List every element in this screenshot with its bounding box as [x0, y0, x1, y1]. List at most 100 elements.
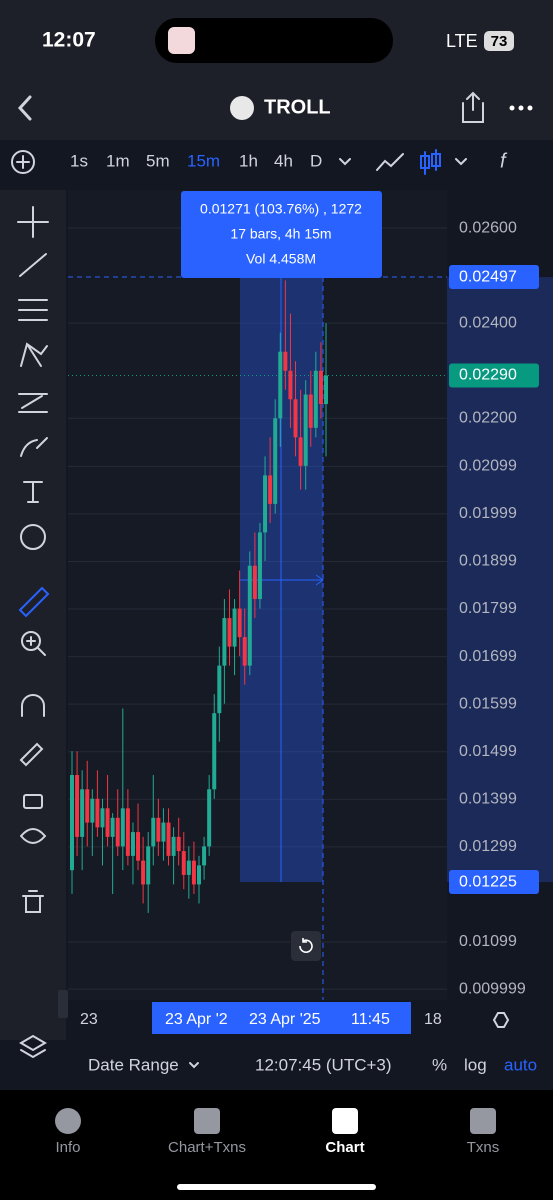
interval-button[interactable]: D [310, 151, 322, 170]
magnet-tool[interactable] [21, 694, 45, 717]
interval-button[interactable]: 1h [239, 151, 258, 170]
plot-area [68, 190, 447, 1000]
interval-button[interactable]: 5m [146, 151, 170, 170]
x-range-start: 23 Apr '2 [165, 1011, 228, 1028]
candle-body [171, 836, 176, 856]
candle-body [227, 618, 232, 647]
x-range-time: 11:45 [351, 1011, 390, 1028]
price-label: 0.01225 [459, 873, 517, 890]
tab-label[interactable]: Chart [325, 1139, 364, 1156]
candle-body [263, 475, 268, 533]
bottom-bar [68, 1042, 553, 1090]
tab-label[interactable]: Info [55, 1139, 80, 1156]
y-tick-label: 0.02099 [459, 458, 517, 475]
battery: 73 [491, 33, 508, 50]
candle-body [318, 370, 323, 405]
more-button[interactable] [509, 105, 533, 111]
candle-body [70, 775, 74, 871]
pattern-tool[interactable] [20, 342, 48, 367]
y-tick-label: 0.02400 [459, 314, 517, 331]
back-button[interactable] [17, 95, 32, 121]
candle-body [237, 608, 242, 638]
lock-draw-tool[interactable] [19, 742, 44, 767]
x-range-end: 23 Apr '25 [249, 1011, 321, 1028]
timezone[interactable]: 12:07:45 (UTC+3) [255, 1055, 392, 1074]
date-range-button[interactable]: Date Range [88, 1055, 179, 1074]
y-tick-label: 0.01099 [459, 933, 517, 950]
interval-button[interactable]: 4h [274, 151, 293, 170]
candle-body [176, 836, 181, 852]
y-tick-label: 0.02600 [459, 219, 517, 236]
measure-box [181, 191, 382, 278]
panel-handle[interactable] [58, 990, 68, 1018]
candle-body [181, 851, 186, 875]
tab-icon[interactable] [470, 1108, 496, 1134]
tab-icon[interactable] [55, 1108, 81, 1134]
add-icon [16, 155, 30, 169]
settings-button[interactable] [492, 1012, 510, 1028]
y-tick-label: 0.01299 [459, 838, 517, 855]
emoji-tool[interactable] [20, 524, 46, 550]
text-tool[interactable] [23, 481, 43, 503]
measure-text: Vol 4.458M [246, 251, 316, 267]
ruler-tool[interactable] [18, 586, 50, 618]
fib-tool[interactable] [18, 299, 48, 321]
lock-tool[interactable] [23, 794, 43, 809]
candle-body [115, 817, 120, 847]
zoom-tool[interactable] [21, 631, 41, 651]
add-button[interactable] [11, 150, 35, 174]
tab-label[interactable]: Chart+Txns [168, 1139, 246, 1156]
delete-tool[interactable] [22, 890, 44, 913]
layers-button[interactable] [19, 1034, 47, 1059]
candle-body [278, 351, 283, 419]
y-tick-label: 0.01599 [459, 695, 517, 712]
measure-text: 17 bars, 4h 15m [230, 226, 331, 242]
candle-body [166, 822, 171, 856]
chart: 0.02600 0.02400 0.02200 0.02099 0.01999 0.018… [58, 190, 553, 1018]
candle-body [100, 808, 105, 828]
y-tick-label: 0.01999 [459, 505, 517, 522]
price-label-box [449, 870, 539, 895]
candle-body [125, 808, 130, 856]
log-button[interactable]: log [464, 1055, 487, 1074]
y-tick-label: 0.01799 [459, 600, 517, 617]
candle-body [110, 817, 115, 837]
reset-icon [299, 938, 313, 953]
visibility-tool[interactable] [20, 828, 47, 844]
interval-button[interactable]: 15m [187, 151, 220, 170]
clock: 12:07 [42, 29, 96, 52]
interval-button[interactable]: 1m [106, 151, 130, 170]
projection-tool[interactable] [18, 393, 48, 413]
share-button[interactable] [462, 91, 484, 123]
app-icon [168, 27, 195, 54]
candle-body [90, 798, 95, 823]
measure-text: 0.01271 (103.76%) , 1272 [200, 201, 362, 217]
tab-icon[interactable] [332, 1108, 358, 1134]
dropdown-arrows[interactable] [339, 158, 467, 166]
line-type[interactable] [376, 153, 404, 171]
price-label: 0.02497 [459, 268, 517, 285]
battery-icon [484, 31, 514, 51]
trendline-tool[interactable] [19, 253, 47, 277]
candle-body [257, 532, 262, 600]
percent-button[interactable]: % [432, 1055, 447, 1074]
candle-body [156, 817, 161, 842]
interval-button[interactable]: 1s [70, 151, 88, 170]
candle-body [313, 370, 318, 428]
reset-button[interactable] [291, 931, 321, 961]
candle-body [186, 860, 191, 875]
tab-icon[interactable] [194, 1108, 220, 1134]
candle-body [136, 832, 141, 861]
candle-body [146, 846, 151, 885]
crosshair-tool[interactable] [17, 206, 49, 238]
candle-body [197, 865, 201, 885]
candle-body [298, 437, 303, 466]
brush-tool[interactable] [20, 437, 48, 457]
auto-button[interactable]: auto [504, 1055, 537, 1074]
y-tick-label: 0.009999 [459, 980, 526, 997]
candle-body [252, 565, 257, 600]
x-highlight [152, 1002, 411, 1034]
tab-label[interactable]: Txns [467, 1139, 500, 1156]
indicators-button[interactable]: f [500, 150, 508, 172]
candle-body [273, 418, 278, 504]
